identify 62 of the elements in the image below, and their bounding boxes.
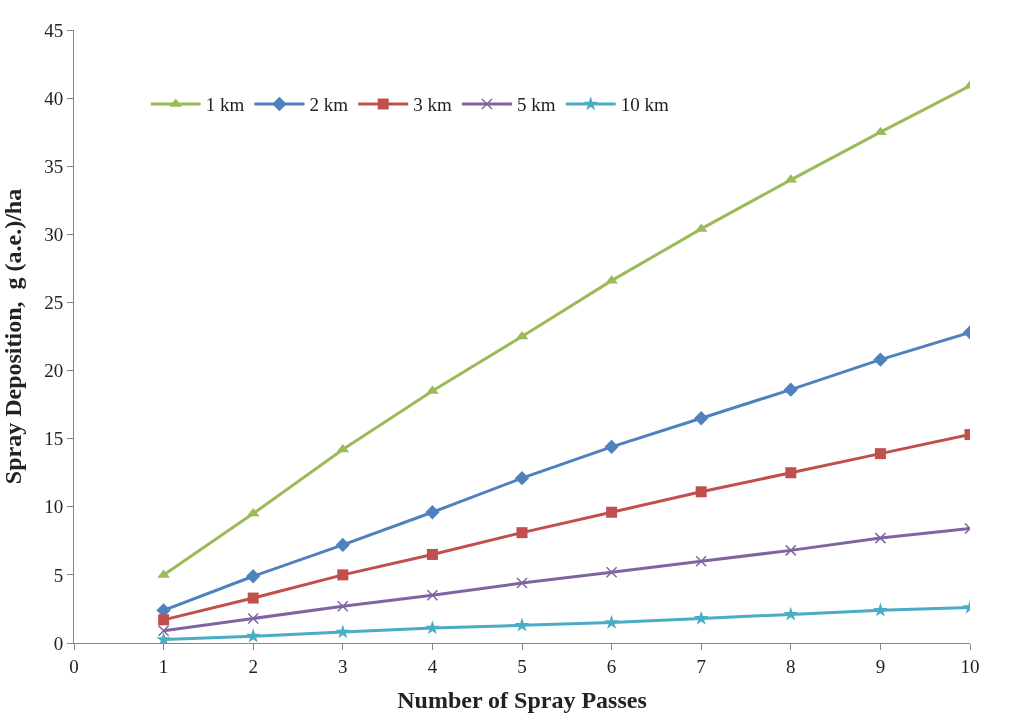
x-tick-label: 7 [696,655,706,677]
legend-label: 10 km [620,94,669,116]
x-tick-label: 6 [606,655,617,677]
y-tick-label: 20 [44,360,64,382]
y-tick-label: 45 [44,19,64,41]
y-tick-label: 40 [44,87,64,109]
point [157,624,170,637]
x-tick-label: 8 [786,655,796,677]
point [873,602,888,617]
point [426,548,438,560]
point [247,612,259,625]
point [516,577,528,589]
point [606,506,618,518]
point [514,471,530,486]
y-axis-title: Spray Deposition, g (a.e.)/ha [0,188,27,485]
legend-label: 1 km [205,94,245,116]
point [783,606,799,621]
y-tick-label: 5 [53,564,64,586]
point [874,448,886,460]
x-tick-label: 4 [427,655,438,677]
point [783,382,798,397]
point [335,537,350,553]
point [695,555,707,568]
x-tick-label: 2 [248,655,258,677]
x-tick-label: 0 [69,655,79,677]
x-tick-label: 10 [960,655,980,677]
point [516,527,528,539]
point [425,620,440,635]
point [247,592,259,604]
x-axis-title: Number of Spray Passes [397,687,647,714]
point [695,486,707,498]
y-tick-label: 30 [44,223,64,245]
point [335,624,351,639]
point [604,439,619,454]
point [337,569,349,581]
point [426,589,439,602]
point [873,352,888,367]
point [245,628,261,643]
y-tick-label: 25 [44,292,64,314]
point [785,467,797,479]
point [604,614,619,629]
point [694,411,709,426]
y-tick-label: 35 [44,155,64,177]
legend-label: 5 km [516,94,556,116]
x-tick-label: 9 [875,655,886,677]
x-tick-label: 1 [158,655,169,677]
point [425,505,440,520]
point [874,532,887,544]
y-tick-label: 15 [44,428,64,450]
point [693,610,709,625]
point [514,617,530,632]
y-tick-label: 0 [53,632,64,654]
point [605,566,618,578]
y-tick-label: 10 [44,496,64,518]
legend-label: 3 km [413,94,452,116]
legend-label: 2 km [309,94,349,116]
point [785,544,797,557]
x-tick-label: 5 [517,655,527,677]
point [246,569,261,584]
point [158,614,170,626]
x-tick-label: 3 [338,655,348,677]
point [337,600,349,612]
